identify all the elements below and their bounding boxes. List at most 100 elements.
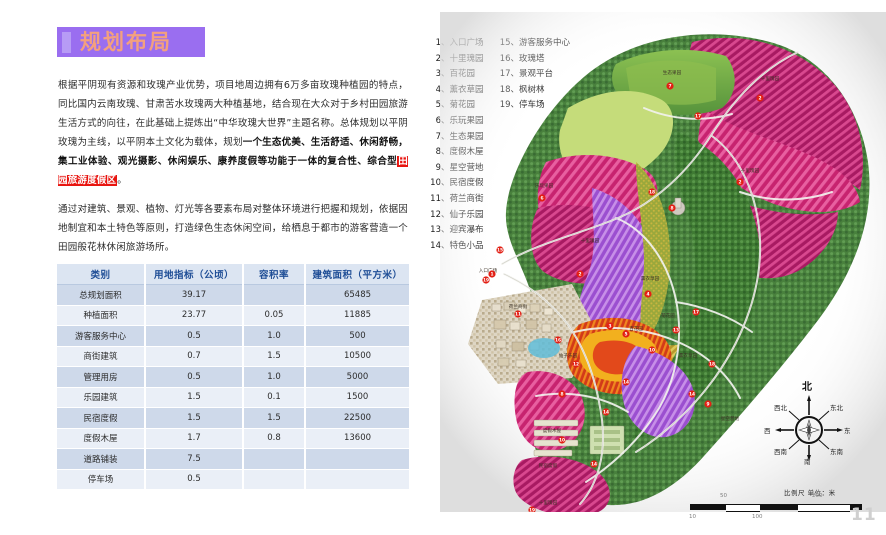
map-marker-number: 8	[670, 206, 673, 212]
map-marker-4[interactable]: 4	[644, 290, 652, 298]
map-marker-8[interactable]: 8	[558, 390, 566, 398]
table-row: 总规划面积 39.17 65485	[57, 284, 409, 306]
map-marker-dot[interactable]	[648, 346, 656, 354]
map-marker-dot[interactable]	[606, 322, 614, 330]
map-marker-dot[interactable]	[648, 188, 656, 196]
map-place-label: 薰衣草园	[679, 352, 698, 359]
map-marker-1[interactable]: 1	[488, 270, 496, 278]
table-header-category: 类别	[57, 264, 146, 285]
map-marker-19[interactable]: 19	[528, 506, 536, 512]
scale-tick-100: 100	[752, 514, 763, 520]
map-marker-10[interactable]: 10	[648, 346, 656, 354]
map-marker-15[interactable]: 15	[496, 246, 504, 254]
table-cell-gfa: 500	[305, 325, 409, 347]
map-marker-number: 18	[709, 362, 715, 368]
table-cell-gfa	[305, 469, 409, 490]
page-number: 11	[851, 505, 877, 525]
legend-item-number: 12	[430, 209, 441, 220]
map-marker-dot[interactable]	[694, 112, 702, 120]
map-marker-dot[interactable]	[644, 290, 652, 298]
scale-bar: 10 50 100 200	[689, 492, 865, 524]
map-marker-18[interactable]: 18	[648, 188, 656, 196]
map-marker-11[interactable]: 11	[514, 310, 522, 318]
map-marker-14[interactable]: 14	[590, 460, 598, 468]
legend-item-number: 7	[435, 131, 441, 142]
map-place-label: 十里瑰园	[581, 237, 600, 244]
table-row: 度假木屋 1.7 0.8 13600	[57, 428, 409, 449]
map-marker-16[interactable]: 16	[554, 336, 562, 344]
map-marker-19[interactable]: 19	[482, 276, 490, 284]
lavender-field-south	[621, 346, 695, 438]
map-marker-dot[interactable]	[708, 360, 716, 368]
map-marker-dot[interactable]	[704, 400, 712, 408]
map-marker-6[interactable]: 6	[538, 194, 546, 202]
table-cell-far: 1.5	[243, 346, 306, 367]
compass-label-southwest: 西南	[774, 448, 787, 456]
map-marker-14[interactable]: 14	[602, 408, 610, 416]
map-marker-number: 12	[573, 362, 579, 368]
scale-segment-1	[690, 504, 726, 510]
table-row: 商街建筑 0.7 1.5 10500	[57, 346, 409, 367]
legend-item-number: 4	[435, 84, 441, 95]
map-marker-dot[interactable]	[736, 178, 744, 186]
map-place-label: 乐玩果园	[535, 182, 554, 189]
map-marker-dot[interactable]	[538, 194, 546, 202]
map-marker-dot[interactable]	[576, 270, 584, 278]
map-marker-dot[interactable]	[692, 308, 700, 316]
map-marker-14[interactable]: 14	[688, 390, 696, 398]
scale-tick-200: 200	[812, 493, 823, 499]
map-marker-dot[interactable]	[672, 326, 680, 334]
table-cell-gfa: 13600	[305, 428, 409, 449]
map-marker-3[interactable]: 3	[606, 322, 614, 330]
map-marker-17[interactable]: 17	[694, 112, 702, 120]
table-cell-gfa: 10500	[305, 346, 409, 367]
map-marker-number: 17	[693, 310, 699, 316]
body-copy: 根据平阴现有资源和玫瑰产业优势，项目地周边拥有6万多亩玫瑰种植园的特点，同比国内…	[58, 76, 408, 265]
map-marker-13[interactable]: 13	[672, 326, 680, 334]
map-marker-2[interactable]: 2	[576, 270, 584, 278]
map-marker-14[interactable]: 14	[622, 378, 630, 386]
map-marker-dot[interactable]	[558, 390, 566, 398]
map-marker-12[interactable]: 12	[572, 360, 580, 368]
map-marker-dot[interactable]	[514, 310, 522, 318]
map-place-label: 民宿度假	[539, 462, 558, 469]
table-cell-category: 道路铺装	[57, 448, 146, 470]
map-marker-dot[interactable]	[622, 330, 630, 338]
table-cell-category: 管理用房	[57, 366, 146, 388]
map-marker-number: 9	[706, 402, 709, 408]
map-marker-dot[interactable]	[496, 246, 504, 254]
map-marker-18[interactable]: 18	[708, 360, 716, 368]
map-marker-dot[interactable]	[528, 506, 536, 512]
compass-icon	[775, 395, 843, 461]
legend-item-number: 13	[430, 225, 441, 236]
map-marker-number: 8	[560, 392, 563, 398]
map-marker-dot[interactable]	[554, 336, 562, 344]
map-marker-9[interactable]: 9	[704, 400, 712, 408]
map-marker-8[interactable]: 8	[668, 204, 676, 212]
map-place-label: 百花园	[629, 325, 643, 332]
map-marker-dot[interactable]	[602, 408, 610, 416]
map-marker-dot[interactable]	[558, 436, 566, 444]
map-marker-5[interactable]: 5	[622, 330, 630, 338]
map-marker-2[interactable]: 2	[736, 178, 744, 186]
table-cell-category: 商街建筑	[57, 346, 146, 367]
map-number-markers: 7217621881511924513101116123149148141014…	[482, 82, 764, 512]
map-marker-dot[interactable]	[668, 204, 676, 212]
map-marker-number: 19	[483, 278, 489, 284]
map-marker-dot[interactable]	[756, 94, 764, 102]
map-marker-10[interactable]: 10	[558, 436, 566, 444]
map-marker-dot[interactable]	[590, 460, 598, 468]
scale-tick-10: 10	[689, 514, 696, 520]
building-cluster	[491, 301, 554, 368]
map-marker-dot[interactable]	[488, 270, 496, 278]
map-marker-dot[interactable]	[688, 390, 696, 398]
map-marker-dot[interactable]	[622, 378, 630, 386]
map-marker-7[interactable]: 7	[666, 82, 674, 90]
map-marker-dot[interactable]	[482, 276, 490, 284]
map-marker-2[interactable]: 2	[756, 94, 764, 102]
map-marker-dot[interactable]	[572, 360, 580, 368]
paragraph-1-plain: 根据平阴现有资源和玫瑰产业优势，项目地周边拥有6万多亩玫瑰种植园的特点，同比国内…	[58, 80, 408, 148]
map-marker-dot[interactable]	[666, 82, 674, 90]
title-accent-tick	[62, 31, 71, 53]
map-marker-17[interactable]: 17	[692, 308, 700, 316]
